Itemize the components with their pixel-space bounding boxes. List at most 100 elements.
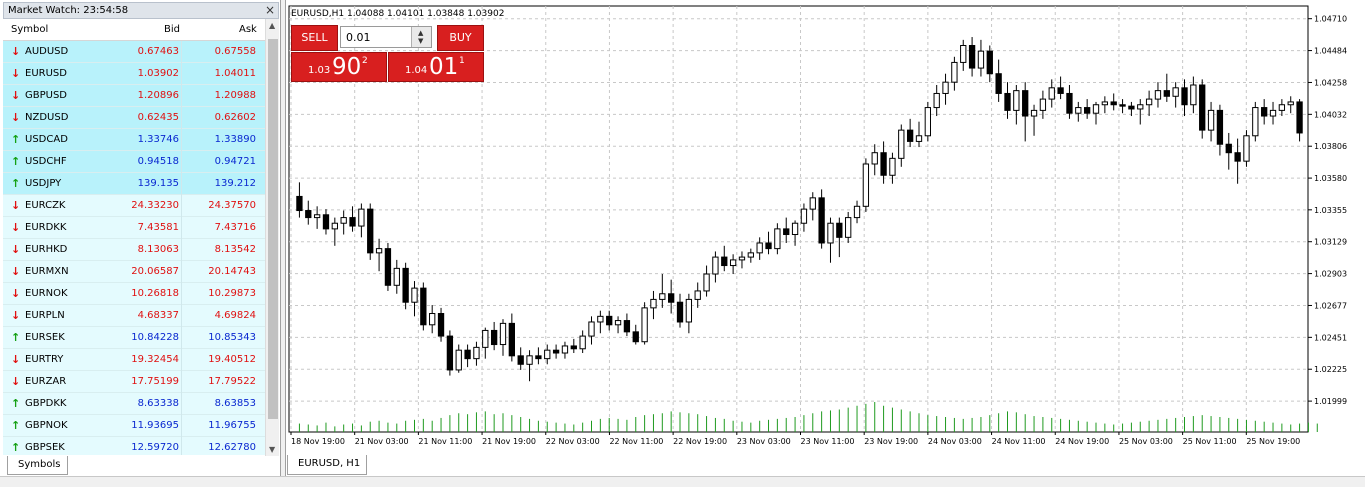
- candle: [411, 287, 418, 303]
- market-watch-row[interactable]: ↓ EURMXN 20.06587 20.14743: [3, 261, 265, 283]
- chart-window[interactable]: 1.04710 1.04484 1.04258 1.04032 1.03806 1.035…: [285, 0, 1365, 476]
- column-divider: [181, 41, 182, 63]
- market-watch-row[interactable]: ↑ GBPDKK 8.63338 8.63853: [3, 393, 265, 415]
- candle: [526, 355, 533, 365]
- market-watch-titlebar[interactable]: Market Watch: 23:54:58 ×: [3, 2, 279, 19]
- column-header-symbol[interactable]: Symbol: [11, 24, 49, 35]
- market-watch-row[interactable]: ↓ EURZAR 17.75199 17.79522: [3, 371, 265, 393]
- candle: [402, 267, 409, 303]
- buy-button[interactable]: BUY: [437, 25, 484, 51]
- tab-eurusd-h1[interactable]: EURUSD, H1: [287, 455, 367, 475]
- buy-price-fraction: 1: [459, 56, 465, 66]
- candle: [659, 293, 666, 300]
- market-watch-row[interactable]: ↓ NZDUSD 0.62435 0.62602: [3, 107, 265, 129]
- candle: [1101, 101, 1109, 106]
- scroll-down-icon[interactable]: ▼: [269, 445, 276, 454]
- status-bar: [0, 476, 1365, 487]
- candle: [845, 217, 852, 238]
- candle: [322, 214, 330, 230]
- arrow-up-icon: ↑: [11, 133, 21, 146]
- candle: [455, 349, 462, 371]
- chart-ohlc-label: EURUSD,H1 1.04088 1.04101 1.03848 1.0390…: [291, 9, 505, 19]
- scrollbar-thumb[interactable]: [268, 39, 278, 419]
- candle: [1172, 87, 1179, 97]
- market-watch-row[interactable]: ↓ EURDKK 7.43581 7.43716: [3, 217, 265, 239]
- candle: [614, 320, 622, 326]
- arrow-down-icon: ↓: [11, 309, 21, 322]
- column-divider: [181, 393, 182, 415]
- row-ask: 20.14743: [208, 266, 256, 277]
- candle: [1110, 101, 1117, 106]
- candle: [968, 44, 976, 69]
- candle: [1057, 87, 1064, 94]
- candlestick-chart[interactable]: 1.04710 1.04484 1.04258 1.04032 1.03806 1.035…: [286, 0, 1365, 455]
- market-watch-row[interactable]: ↑ GBPSEK 12.59720 12.62780: [3, 437, 265, 455]
- candle: [738, 256, 746, 261]
- row-bid: 24.33230: [131, 200, 179, 211]
- candle: [437, 313, 445, 337]
- close-icon[interactable]: ×: [264, 3, 275, 17]
- market-watch-row[interactable]: ↓ EURCZK 24.33230 24.37570: [3, 195, 265, 217]
- lot-size-input[interactable]: 0.01 ▲ ▼: [340, 26, 432, 48]
- market-watch-row[interactable]: ↓ EURTRY 19.32454 19.40512: [3, 349, 265, 371]
- row-ask: 0.94721: [214, 156, 256, 167]
- row-bid: 19.32454: [131, 354, 179, 365]
- candle: [676, 301, 684, 323]
- market-watch-row[interactable]: ↓ EURHKD 8.13063 8.13542: [3, 239, 265, 261]
- candle: [1261, 107, 1268, 117]
- column-divider: [181, 151, 182, 173]
- candle: [906, 129, 914, 142]
- row-bid: 11.93695: [131, 420, 179, 431]
- arrow-down-icon: ↓: [11, 243, 21, 256]
- candle: [561, 345, 569, 354]
- sell-price-box[interactable]: 1.03 90 2: [291, 52, 387, 82]
- market-watch-row[interactable]: ↑ USDCHF 0.94518 0.94721: [3, 151, 265, 173]
- tab-symbols[interactable]: Symbols: [7, 456, 68, 475]
- scroll-up-icon[interactable]: ▲: [269, 21, 276, 30]
- market-watch-row[interactable]: ↓ AUDUSD 0.67463 0.67558: [3, 41, 265, 63]
- lot-stepper[interactable]: ▲ ▼: [411, 27, 431, 47]
- y-tick-label: 1.02677: [1314, 301, 1347, 310]
- candle: [960, 44, 967, 63]
- column-header-bid[interactable]: Bid: [164, 24, 180, 35]
- market-watch-row[interactable]: ↑ USDCAD 1.33746 1.33890: [3, 129, 265, 151]
- candle: [296, 195, 303, 212]
- sell-button[interactable]: SELL: [291, 25, 338, 51]
- candle: [1137, 104, 1144, 110]
- row-bid: 1.20896: [137, 90, 179, 101]
- column-divider: [181, 371, 182, 393]
- market-watch-row[interactable]: ↓ EURUSD 1.03902 1.04011: [3, 63, 265, 85]
- column-header-ask[interactable]: Ask: [239, 24, 257, 35]
- candle: [756, 242, 763, 254]
- candle: [1145, 98, 1153, 106]
- market-watch-row[interactable]: ↓ EURNOK 10.26818 10.29873: [3, 283, 265, 305]
- x-tick-label: 23 Nov 03:00: [737, 437, 791, 446]
- market-watch-row[interactable]: ↑ GBPNOK 11.93695 11.96755: [3, 415, 265, 437]
- market-watch-row[interactable]: ↑ EURSEK 10.84228 10.85343: [3, 327, 265, 349]
- candle: [1296, 101, 1303, 134]
- row-bid: 8.13063: [137, 244, 179, 255]
- buy-price-box[interactable]: 1.04 01 1: [388, 52, 484, 82]
- market-watch-panel: Market Watch: 23:54:58 × Symbol Bid Ask …: [0, 0, 281, 476]
- market-watch-row[interactable]: ↓ GBPUSD 1.20896 1.20988: [3, 85, 265, 107]
- market-watch-scrollbar[interactable]: ▲ ▼: [265, 19, 279, 456]
- row-ask: 19.40512: [208, 354, 256, 365]
- candle: [712, 256, 719, 275]
- x-tick-label: 22 Nov 11:00: [609, 437, 663, 446]
- stepper-down-icon[interactable]: ▼: [418, 37, 424, 45]
- candle: [898, 129, 905, 159]
- row-bid: 10.26818: [131, 288, 179, 299]
- candle: [880, 152, 887, 176]
- row-ask: 10.29873: [208, 288, 256, 299]
- market-watch-row[interactable]: ↓ EURPLN 4.68337 4.69824: [3, 305, 265, 327]
- row-symbol: EURTRY: [25, 354, 64, 365]
- x-tick-label: 21 Nov 03:00: [355, 437, 409, 446]
- x-tick-label: 21 Nov 11:00: [418, 437, 472, 446]
- row-symbol: AUDUSD: [25, 46, 69, 57]
- market-watch-row[interactable]: ↑ USDJPY 139.135 139.212: [3, 173, 265, 195]
- row-bid: 4.68337: [137, 310, 179, 321]
- y-tick-label: 1.03129: [1314, 238, 1347, 247]
- stepper-up-icon[interactable]: ▲: [418, 29, 424, 37]
- row-ask: 12.62780: [208, 442, 256, 453]
- arrow-up-icon: ↑: [11, 419, 21, 432]
